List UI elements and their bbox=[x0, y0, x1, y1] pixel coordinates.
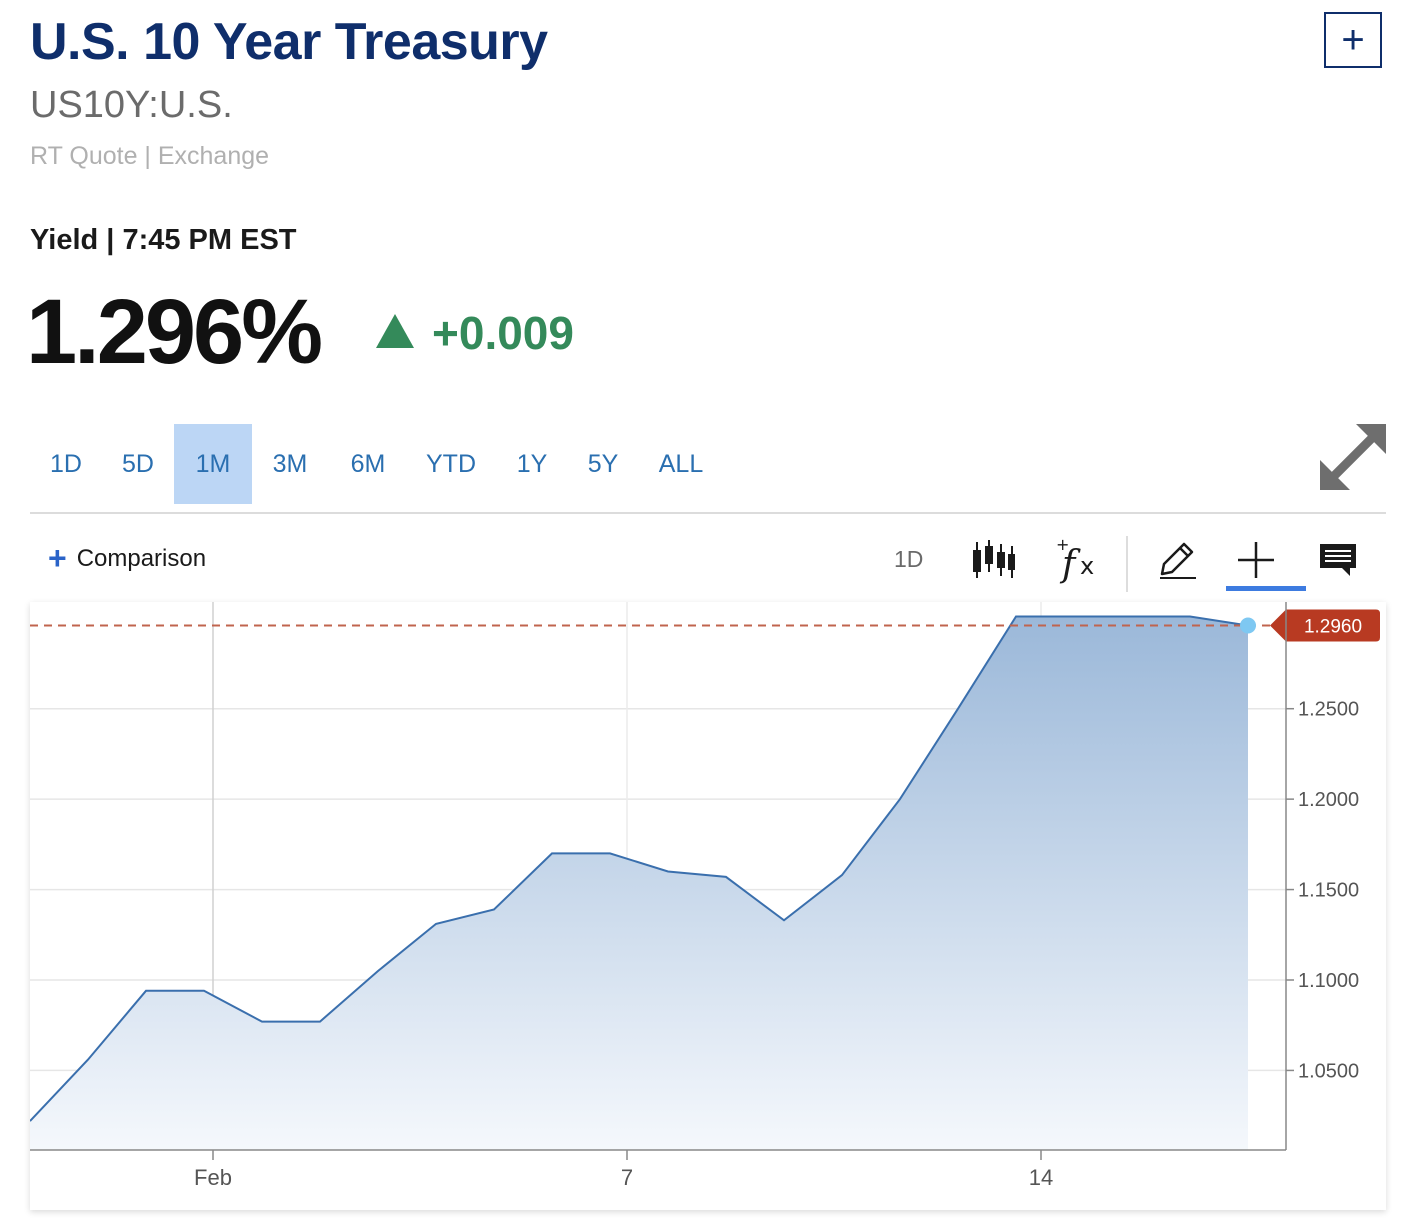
y-tick-label: 1.0500 bbox=[1298, 1060, 1359, 1082]
range-tab-6m[interactable]: 6M bbox=[350, 450, 386, 478]
yield-area-chart[interactable]: 1.2960 1.0500 1.1000 1.1500 1.2000 1.2500 Fe… bbox=[30, 602, 1386, 1210]
pencil-draw-icon[interactable] bbox=[1156, 538, 1200, 582]
comparison-button[interactable]: + Comparison bbox=[48, 540, 206, 577]
active-tool-indicator bbox=[1226, 586, 1306, 591]
current-yield: 1.296% bbox=[26, 281, 323, 383]
y-tick-label: 1.2500 bbox=[1298, 699, 1359, 721]
x-tick-label: 7 bbox=[621, 1165, 633, 1190]
range-tab-5d[interactable]: 5D bbox=[122, 450, 154, 478]
chart-panel[interactable]: 1.2960 1.0500 1.1000 1.1500 1.2000 1.2500 Fe… bbox=[30, 602, 1386, 1210]
crosshair-icon[interactable] bbox=[1236, 540, 1276, 580]
divider bbox=[30, 512, 1386, 514]
range-tab-3m[interactable]: 3M bbox=[272, 450, 308, 478]
arrow-up-icon bbox=[376, 314, 414, 348]
range-tab-1m[interactable]: 1M bbox=[174, 424, 252, 504]
range-tab-ytd[interactable]: YTD bbox=[426, 450, 476, 478]
last-value-marker bbox=[1240, 617, 1256, 634]
candlestick-icon[interactable] bbox=[970, 538, 1016, 582]
svg-text:x: x bbox=[1080, 552, 1094, 580]
range-tab-5y[interactable]: 5Y bbox=[587, 450, 619, 478]
last-value-text: 1.2960 bbox=[1304, 617, 1362, 638]
y-tick-label: 1.1000 bbox=[1298, 970, 1359, 992]
comment-icon[interactable] bbox=[1318, 542, 1358, 578]
comparison-label: Comparison bbox=[76, 545, 207, 572]
indicators-fx-icon[interactable]: + f x bbox=[1054, 536, 1100, 584]
interval-selector[interactable]: 1D bbox=[894, 546, 924, 572]
add-to-watchlist-button[interactable]: + bbox=[1324, 12, 1382, 68]
range-tabs: 1D 5D 1M 3M 6M YTD 1Y 5Y ALL bbox=[30, 424, 726, 504]
yield-change: +0.009 bbox=[432, 307, 574, 359]
last-value-label: 1.2960 bbox=[1270, 609, 1380, 642]
range-tab-all[interactable]: ALL bbox=[658, 450, 704, 478]
range-tab-1y[interactable]: 1Y bbox=[516, 450, 548, 478]
ticker-symbol: US10Y:U.S. bbox=[30, 84, 233, 126]
area-fill bbox=[30, 616, 1248, 1150]
y-tick-label: 1.1500 bbox=[1298, 880, 1359, 902]
page-title: U.S. 10 Year Treasury bbox=[30, 13, 548, 71]
range-tab-1d[interactable]: 1D bbox=[50, 450, 82, 478]
series-line bbox=[30, 615, 1249, 1122]
plus-icon: + bbox=[48, 540, 67, 576]
svg-text:+: + bbox=[1056, 536, 1069, 554]
toolbar-separator bbox=[1126, 536, 1128, 592]
y-tick-label: 1.2000 bbox=[1298, 789, 1359, 811]
x-tick-label: 14 bbox=[1029, 1165, 1053, 1190]
quote-source: RT Quote | Exchange bbox=[30, 142, 270, 170]
expand-icon[interactable] bbox=[1318, 422, 1388, 492]
svg-text:f: f bbox=[1059, 544, 1081, 584]
x-tick-label: Feb bbox=[194, 1165, 232, 1190]
yield-timestamp: Yield | 7:45 PM EST bbox=[30, 224, 297, 256]
